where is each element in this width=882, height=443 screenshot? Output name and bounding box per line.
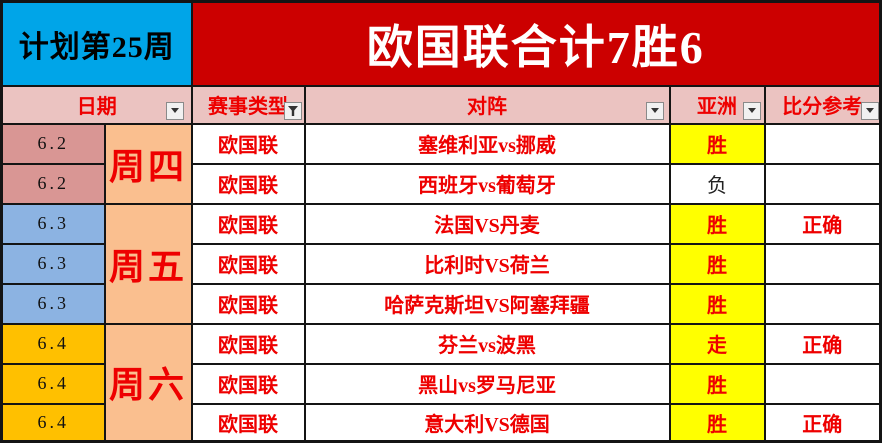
competition-cell[interactable]: 欧国联 [190,322,306,365]
table-row: 6.4 周六 欧国联 芬兰vs波黑走正确 [0,322,882,443]
weekday-cell[interactable]: 周六 [103,322,193,443]
competition-cell[interactable]: 欧国联 [190,362,306,405]
score-ref-cell[interactable] [763,122,882,165]
banner-title-cell[interactable]: 欧国联合计7胜6 [190,0,882,87]
date-cell[interactable]: 6.4 [0,362,106,405]
column-header-type[interactable]: 赛事类型 [190,84,306,125]
table-row: 6.4 欧国联 意大利VS德国胜正确 [0,402,882,443]
score-ref-cell[interactable] [763,162,882,205]
competition-cell[interactable]: 欧国联 [190,402,306,443]
date-cell[interactable]: 6.3 [0,282,106,325]
table-row: 6.2 欧国联 西班牙vs葡萄牙负 [0,162,882,205]
column-header-score[interactable]: 比分参考 [763,84,882,125]
dropdown-arrow-icon [747,108,756,113]
competition-cell[interactable]: 欧国联 [190,162,306,205]
score-header-label: 比分参考 [782,96,863,118]
score-ref-cell[interactable]: 正确 [763,202,882,245]
match-header-label: 对阵 [467,96,507,118]
score-filter-dropdown-icon[interactable] [861,101,879,120]
table-row: 6.3 欧国联 哈萨克斯坦VS阿塞拜疆胜 [0,282,882,325]
competition-cell[interactable]: 欧国联 [190,282,306,325]
matchup-cell[interactable]: 意大利VS德国 [303,402,671,443]
table-row: 6.4 欧国联 黑山vs罗马尼亚胜 [0,362,882,405]
dropdown-arrow-icon [650,108,659,113]
asia-header-label: 亚洲 [697,96,737,118]
score-ref-cell[interactable]: 正确 [763,402,882,443]
type-filter-funnel-icon[interactable] [283,101,302,120]
column-header-asia[interactable]: 亚洲 [668,84,766,125]
type-header-label: 赛事类型 [208,96,288,118]
table-row: 6.3 周五 欧国联 法国VS丹麦胜正确 [0,202,882,325]
matchup-cell[interactable]: 法国VS丹麦 [303,202,671,245]
score-ref-cell[interactable]: 正确 [763,322,882,365]
match-filter-dropdown-icon[interactable] [645,101,664,120]
asia-pick-cell[interactable]: 胜 [668,402,766,443]
competition-cell[interactable]: 欧国联 [190,122,306,165]
competition-cell[interactable]: 欧国联 [190,242,306,285]
asia-pick-cell[interactable]: 负 [668,162,766,205]
asia-filter-dropdown-icon[interactable] [742,101,761,120]
funnel-icon [287,105,298,116]
score-ref-cell[interactable] [763,242,882,285]
asia-pick-cell[interactable]: 胜 [668,362,766,405]
weekday-cell[interactable]: 周五 [103,202,193,325]
competition-cell[interactable]: 欧国联 [190,202,306,245]
table-row: 6.2 周四 欧国联 塞维利亚vs挪威胜 [0,122,882,205]
banner-title: 欧国联合计7胜6 [366,21,705,73]
header-row: 日期 赛事类型 对阵 亚洲 [0,84,882,125]
matchup-cell[interactable]: 塞维利亚vs挪威 [303,122,671,165]
score-ref-cell[interactable] [763,282,882,325]
plan-week-cell[interactable]: 计划第25周 [0,0,193,87]
score-ref-cell[interactable] [763,362,882,405]
asia-pick-cell[interactable]: 走 [668,322,766,365]
date-cell[interactable]: 6.3 [0,242,106,285]
date-cell[interactable]: 6.2 [0,122,106,165]
date-cell[interactable]: 6.3 [0,202,106,245]
asia-pick-cell[interactable]: 胜 [668,282,766,325]
date-filter-dropdown-icon[interactable] [165,101,184,120]
dropdown-arrow-icon [866,108,874,113]
table-row: 6.3 欧国联 比利时VS荷兰胜 [0,242,882,285]
matchup-cell[interactable]: 西班牙vs葡萄牙 [303,162,671,205]
matchup-cell[interactable]: 芬兰vs波黑 [303,322,671,365]
asia-pick-cell[interactable]: 胜 [668,202,766,245]
date-header-label: 日期 [76,96,117,118]
date-cell[interactable]: 6.4 [0,402,106,443]
column-header-match[interactable]: 对阵 [303,84,671,125]
date-cell[interactable]: 6.2 [0,162,106,205]
matchup-cell[interactable]: 黑山vs罗马尼亚 [303,362,671,405]
column-header-date[interactable]: 日期 [0,84,193,125]
matchup-cell[interactable]: 比利时VS荷兰 [303,242,671,285]
dropdown-arrow-icon [170,108,179,113]
asia-pick-cell[interactable]: 胜 [668,122,766,165]
plan-week-label: 计划第25周 [18,30,175,64]
matchup-cell[interactable]: 哈萨克斯坦VS阿塞拜疆 [303,282,671,325]
weekday-cell[interactable]: 周四 [103,122,193,205]
banner-row: 计划第25周 欧国联合计7胜6 [0,0,882,87]
date-cell[interactable]: 6.4 [0,322,106,365]
asia-pick-cell[interactable]: 胜 [668,242,766,285]
